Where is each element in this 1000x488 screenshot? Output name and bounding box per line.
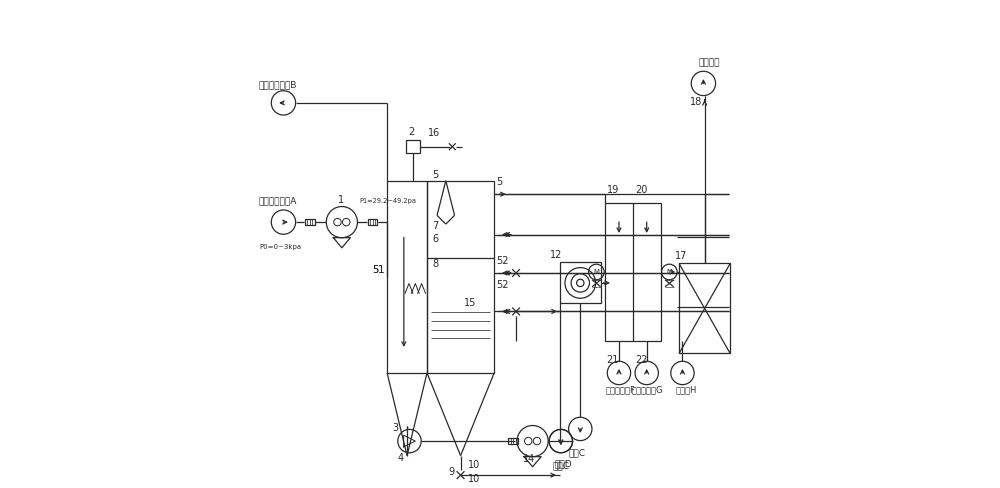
Text: 低压含硫沼气A: 低压含硫沼气A <box>258 197 297 205</box>
Text: M: M <box>666 269 672 275</box>
Text: 新鲜水H: 新鲜水H <box>675 386 697 394</box>
Text: 硫磺C: 硫磺C <box>552 461 569 470</box>
Text: 5: 5 <box>432 170 439 180</box>
Text: 6: 6 <box>432 234 439 244</box>
Text: 52: 52 <box>497 256 509 266</box>
Text: 22: 22 <box>636 355 648 365</box>
Text: 20: 20 <box>636 185 648 195</box>
Text: 脱硫后的沼气B: 脱硫后的沼气B <box>258 81 297 89</box>
Text: 4: 4 <box>397 452 403 463</box>
Text: 18: 18 <box>690 97 702 107</box>
Bar <box>508 438 518 444</box>
Text: 52: 52 <box>497 281 509 290</box>
Text: 7: 7 <box>432 221 439 231</box>
Text: 12: 12 <box>550 250 562 260</box>
Text: 10: 10 <box>468 460 480 470</box>
Text: 5: 5 <box>497 178 503 187</box>
Text: P1=29.2~49.2pa: P1=29.2~49.2pa <box>359 198 416 203</box>
Bar <box>605 203 661 341</box>
Text: 16: 16 <box>428 128 440 138</box>
Text: 再生尾气: 再生尾气 <box>699 58 720 67</box>
Text: 9: 9 <box>448 467 455 477</box>
Text: M: M <box>593 269 599 275</box>
Bar <box>427 181 494 373</box>
Text: 2: 2 <box>409 127 415 138</box>
Text: 固体催化剂F: 固体催化剂F <box>606 386 636 394</box>
Text: 8: 8 <box>432 259 439 269</box>
Bar <box>387 181 427 373</box>
Text: 14: 14 <box>523 454 536 464</box>
Bar <box>560 263 601 304</box>
Bar <box>406 141 420 153</box>
Text: 19: 19 <box>607 185 619 195</box>
Bar <box>368 219 377 225</box>
Text: 17: 17 <box>675 251 688 261</box>
Bar <box>679 264 730 353</box>
Text: 1: 1 <box>338 195 345 204</box>
Text: 空气D: 空气D <box>555 459 573 468</box>
Text: 液体催化剂G: 液体催化剂G <box>632 386 663 394</box>
Text: 51: 51 <box>373 265 385 275</box>
Text: 15: 15 <box>464 298 476 307</box>
Text: 3: 3 <box>392 424 399 433</box>
Text: 硫磺C: 硫磺C <box>568 448 585 458</box>
Bar <box>305 219 315 225</box>
Text: 10: 10 <box>468 474 480 485</box>
Text: 21: 21 <box>607 355 619 365</box>
Text: P0=0~3kpa: P0=0~3kpa <box>259 244 301 250</box>
Text: 51: 51 <box>373 265 385 275</box>
